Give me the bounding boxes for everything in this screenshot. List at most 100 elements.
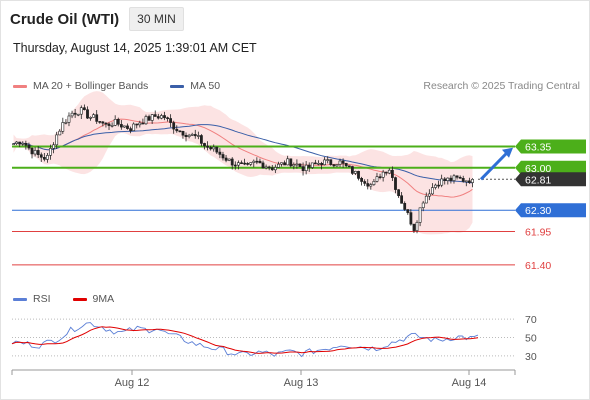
rsi-ma-line (11, 326, 479, 354)
candle-body (350, 166, 354, 174)
candle-body (270, 167, 274, 171)
candle-body (344, 163, 348, 167)
candle-body (200, 135, 203, 144)
candle-body (434, 184, 437, 188)
candle-body (310, 162, 314, 168)
candle-body (430, 187, 434, 195)
ma50-line (13, 124, 473, 184)
level-label-62.81: 62.81 (525, 174, 551, 186)
candle-body (224, 157, 228, 161)
candle-body (369, 184, 373, 187)
candle-body (55, 134, 59, 146)
candle-body (264, 166, 268, 169)
candle-body (61, 122, 65, 132)
candle-body (357, 171, 360, 179)
candle-body (116, 119, 120, 125)
timeframe-badge[interactable]: 30 MIN (129, 7, 184, 31)
instrument-title: Crude Oil (WTI) (10, 10, 120, 28)
candle-body (406, 209, 410, 213)
candle-body (412, 223, 416, 231)
rsi-legend-label: RSI (33, 293, 51, 305)
candle-body (320, 163, 324, 166)
candle-body (187, 134, 191, 137)
x-label-Aug-14: Aug 14 (452, 377, 487, 389)
candle-body (384, 171, 388, 174)
candle-body (144, 116, 148, 125)
ma20-line (13, 118, 473, 198)
candle-body (301, 166, 305, 172)
candle-body (381, 171, 385, 178)
candle-body (64, 122, 68, 124)
candle-body (227, 158, 231, 161)
rsi-line (11, 322, 479, 358)
candle-body (421, 202, 425, 208)
candle-body (363, 181, 367, 184)
candle-body (452, 175, 456, 181)
candle-body (326, 159, 330, 161)
candle-body (15, 141, 19, 144)
candle-body (233, 164, 237, 167)
candle-body (39, 154, 43, 158)
candle-body (18, 141, 22, 145)
candle-body (394, 177, 397, 190)
candle-body (313, 162, 317, 165)
candle-body (332, 164, 336, 167)
candle-body (261, 162, 265, 169)
candle-body (338, 160, 342, 165)
rsi-legend: RSI 9MA (13, 293, 114, 305)
candle-body (252, 160, 256, 163)
candle-body (147, 116, 151, 121)
rsi-tick-30: 30 (525, 351, 537, 363)
candle-body (446, 177, 450, 181)
candle-body (218, 151, 222, 155)
candle-body (292, 164, 296, 167)
rsi-ma-legend-label: 9MA (92, 293, 115, 305)
candle-body (197, 135, 200, 137)
level-label-63.35: 63.35 (525, 142, 551, 154)
candle-body (280, 162, 283, 165)
candle-body (243, 162, 247, 165)
candle-body (258, 160, 262, 164)
candle-body (98, 121, 102, 123)
candle-body (203, 143, 206, 147)
candle-body (206, 145, 210, 148)
candle-body (230, 158, 234, 166)
candle-body (283, 162, 287, 166)
candle-body (21, 143, 25, 145)
candle-body (335, 164, 339, 167)
candle-body (83, 107, 86, 110)
candle-body (390, 169, 394, 178)
x-label-Aug-13: Aug 13 (284, 377, 319, 389)
candle-body (403, 203, 407, 210)
candle-body (101, 121, 105, 124)
candle-body (317, 163, 320, 165)
candle-body (193, 134, 197, 137)
candle-body (156, 116, 160, 119)
candle-body (467, 180, 471, 183)
candle-body (298, 163, 302, 167)
candle-body (178, 130, 182, 133)
candle-body (304, 164, 308, 172)
candle-body (12, 143, 16, 145)
candle-body (289, 158, 293, 167)
candle-body (240, 162, 243, 164)
candle-body (209, 147, 213, 150)
candle-body (360, 178, 364, 182)
candle-body (372, 181, 376, 185)
candle-body (249, 162, 253, 165)
candle-body (341, 160, 345, 164)
candle-body (246, 163, 250, 165)
candle-body (418, 207, 422, 223)
candle-body (255, 160, 259, 163)
candle-body (329, 159, 333, 165)
ma20-swatch (13, 84, 27, 88)
candle-body (215, 146, 219, 153)
level-label-63.00: 63.00 (525, 163, 551, 175)
candle-body (129, 128, 133, 132)
candle-body (49, 148, 52, 156)
candle-body (45, 155, 49, 160)
candle-body (95, 114, 99, 122)
candle-body (163, 115, 166, 119)
candle-body (42, 157, 46, 160)
